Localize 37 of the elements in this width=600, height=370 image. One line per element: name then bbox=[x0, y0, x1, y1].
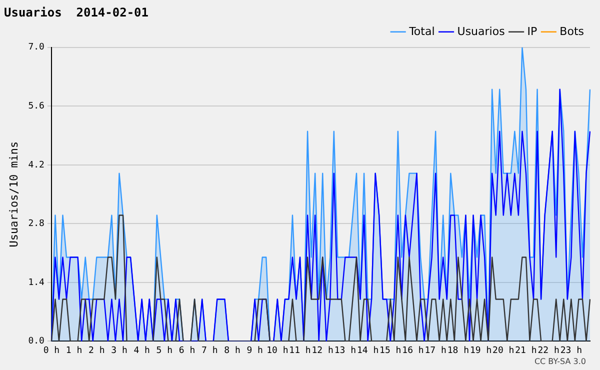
x-tick-label: 5 h bbox=[156, 346, 173, 356]
x-tick-label: 13 h bbox=[334, 346, 356, 356]
legend-label: IP bbox=[527, 24, 538, 38]
y-tick-label: 0.0 bbox=[28, 336, 44, 347]
x-tick-label: 12 h bbox=[312, 346, 334, 356]
x-tick-label: 16 h bbox=[402, 346, 424, 356]
x-tick-label: 2 h bbox=[88, 346, 105, 356]
x-tick-label: 15 h bbox=[380, 346, 402, 356]
x-tick-label: 7 h bbox=[201, 346, 218, 356]
x-tick-label: 17 h bbox=[424, 346, 446, 356]
y-tick-label: 7.0 bbox=[28, 42, 44, 53]
x-tick-label: 20 h bbox=[492, 346, 514, 356]
legend-label: Bots bbox=[560, 24, 584, 38]
x-tick-label: 14 h bbox=[356, 346, 379, 356]
x-tick-label: 0 h bbox=[43, 346, 60, 356]
y-tick-label: 2.8 bbox=[28, 219, 44, 230]
x-tick-label: 23 h bbox=[560, 346, 582, 356]
x-tick-label: 3 h bbox=[111, 346, 128, 356]
x-tick-label: 4 h bbox=[134, 346, 150, 356]
x-tick-label: 18 h bbox=[447, 346, 470, 356]
x-tick-label: 6 h bbox=[178, 346, 196, 356]
chart-title: Usuarios 2014-02-01 bbox=[4, 5, 148, 20]
x-tick-label: 10 h bbox=[266, 346, 288, 356]
x-tick-label: 9 h bbox=[246, 346, 263, 356]
x-tick-label: 8 h bbox=[224, 346, 240, 356]
x-tick-label: 11 h bbox=[289, 346, 311, 356]
x-tick-label: 19 h bbox=[470, 346, 492, 356]
y-tick-label: 5.6 bbox=[28, 102, 44, 112]
x-tick-label: 1 h bbox=[66, 346, 82, 356]
legend-label: Usuarios bbox=[457, 24, 506, 38]
x-tick-label: 21 h bbox=[515, 346, 537, 356]
y-axis-title: Usuarios/10 mins bbox=[7, 141, 20, 248]
y-tick-label: 1.4 bbox=[28, 278, 44, 288]
text: CC BY-SA 3.0 bbox=[534, 357, 586, 366]
y-tick-label: 4.2 bbox=[28, 160, 44, 170]
x-tick-label: 22 h bbox=[538, 346, 560, 356]
legend-label: Total bbox=[408, 24, 435, 38]
